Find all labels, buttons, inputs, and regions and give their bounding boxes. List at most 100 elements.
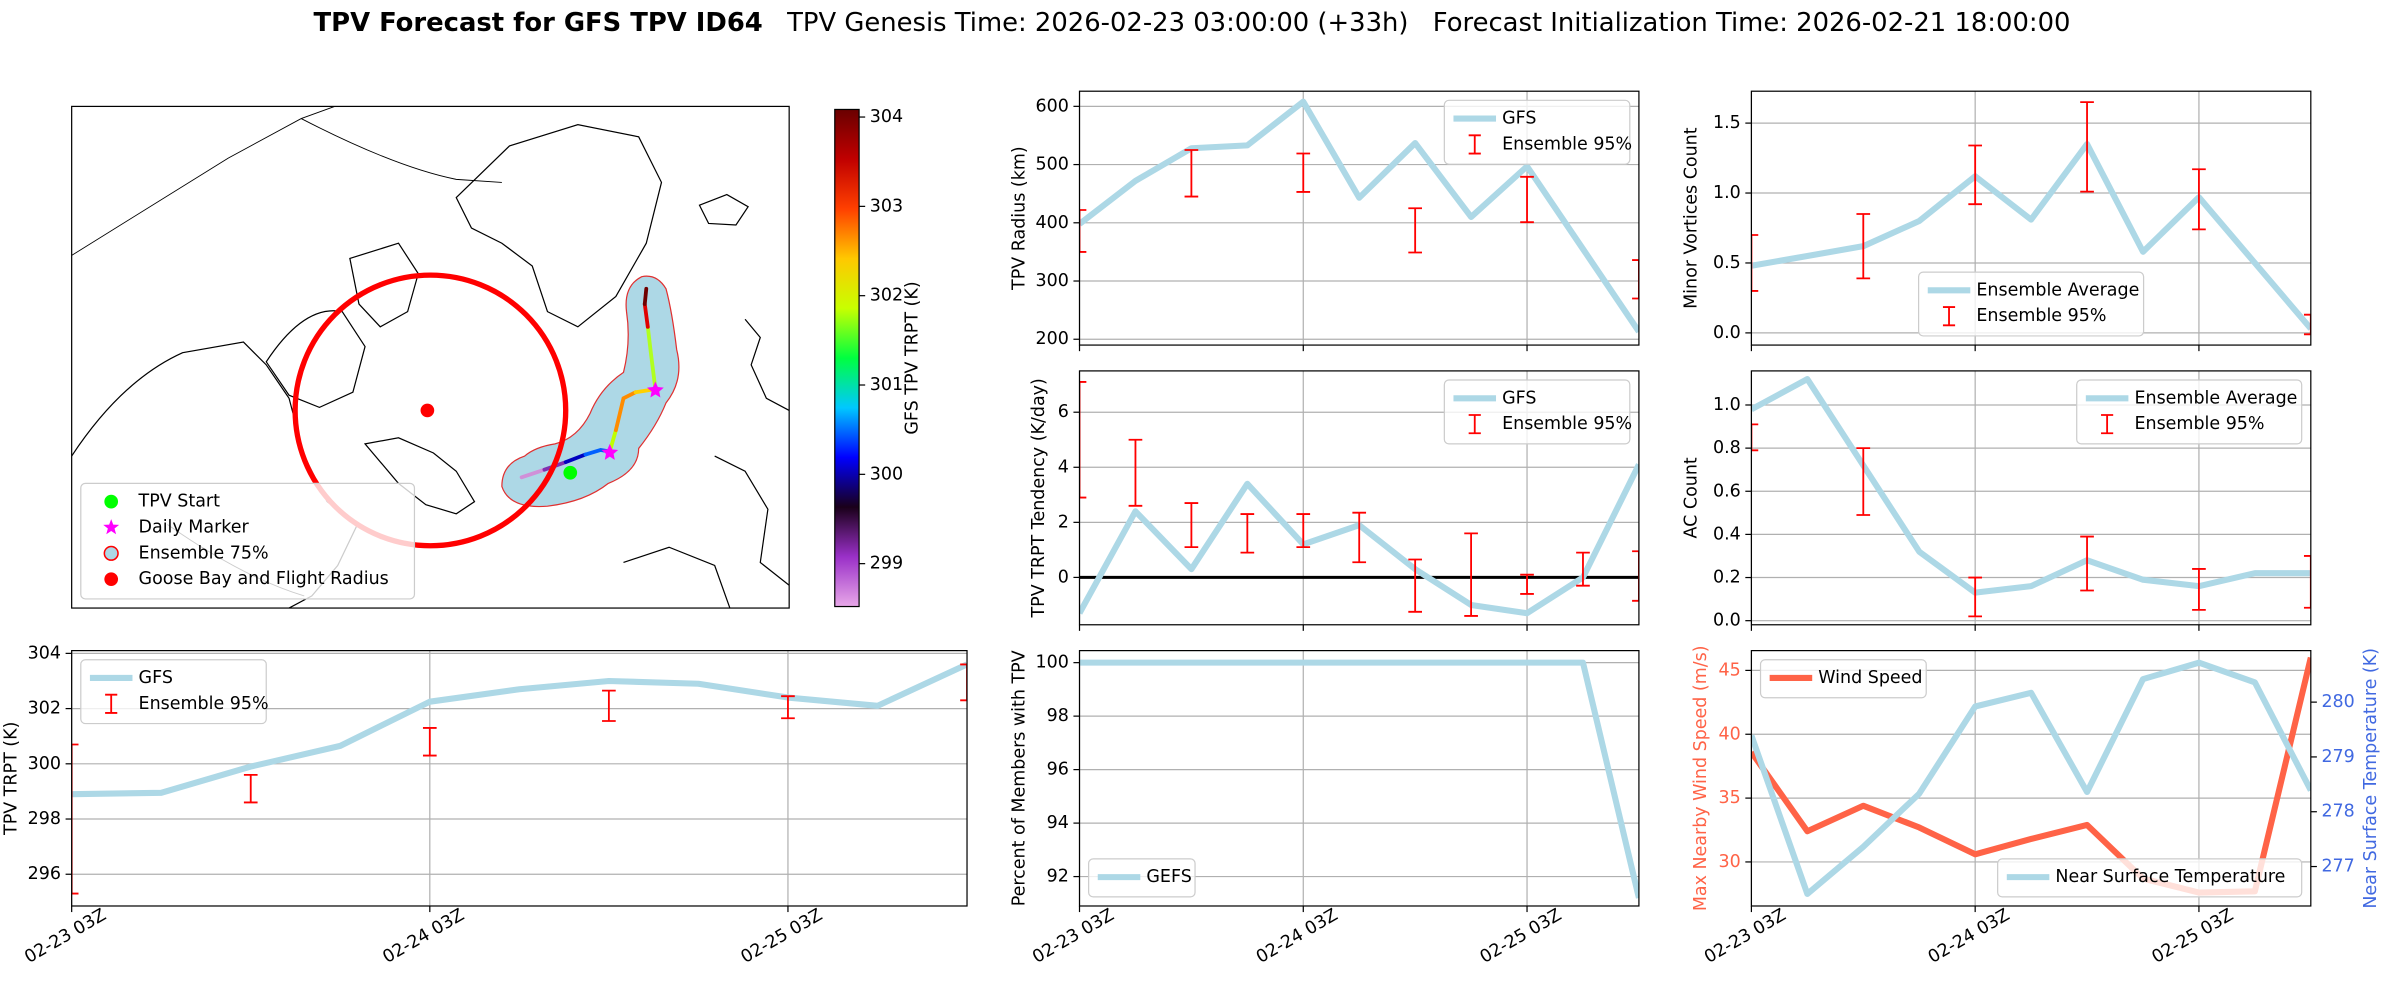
y-tick-label: 1.0 [1713, 395, 1741, 415]
legend-marker [105, 693, 118, 714]
legend-label: GFS [139, 668, 173, 688]
error-bar [1184, 502, 1199, 549]
y-tick-label: 96 [1047, 760, 1069, 780]
y-tick-label: 298 [28, 809, 61, 829]
error-bar [1856, 213, 1871, 280]
plot-content [1079, 659, 1639, 899]
legend-box [1088, 858, 1196, 898]
y-tick-label: 200 [1036, 329, 1069, 349]
legend-marker [1942, 306, 1956, 327]
error-bar [781, 695, 795, 720]
legend-label: Daily Marker [139, 517, 250, 537]
y-tick-label: 300 [28, 754, 61, 774]
error-bar [1968, 144, 1983, 206]
error-bar [71, 743, 79, 895]
axes-frame [1078, 370, 1640, 626]
error-bar [1632, 259, 1639, 300]
y-tick-label: 0 [1058, 567, 1069, 587]
error-bar [1079, 381, 1087, 499]
goose-bay [420, 403, 435, 418]
colorbar-tick-label: 302 [870, 286, 903, 306]
plot-content [1079, 381, 1639, 617]
legend-marker [2101, 414, 2114, 435]
colorbar-tick-label: 300 [870, 464, 903, 484]
x-tick-label: 02-23 03Z [21, 905, 109, 968]
legend-label: Ensemble 95% [1976, 306, 2106, 326]
y-tick-label: 277 [2321, 857, 2354, 877]
legend-box [1918, 271, 2145, 337]
legend-label: Ensemble Average [1976, 280, 2139, 300]
y-axis-label: TPV Radius (km) [1009, 146, 1029, 291]
y-tick-label: 1.5 [1713, 113, 1741, 133]
error-bar [1520, 573, 1534, 595]
x-tick-label: 02-24 03Z [1253, 905, 1341, 968]
legend-box [1443, 99, 1631, 165]
x-tick-label: 02-25 03Z [1477, 905, 1565, 968]
error-bar [243, 773, 258, 804]
y-tick-label: 600 [1036, 96, 1069, 116]
error-bar [602, 689, 616, 722]
error-bar [1128, 438, 1143, 507]
error-bar [1968, 576, 1983, 618]
legend-label: Near Surface Temperature [2055, 867, 2285, 887]
error-bar [2303, 555, 2311, 609]
error-bar [1408, 558, 1422, 613]
legend-label: GFS [1502, 109, 1536, 129]
y-tick-label: 0.0 [1713, 611, 1741, 631]
error-bar [1751, 423, 1759, 452]
axes-frame [71, 650, 968, 907]
y-tick-label: 30 [1719, 852, 1741, 872]
y-tick-label: 0.8 [1713, 438, 1741, 458]
error-bar [2303, 313, 2311, 336]
legend-label: GEFS [1146, 867, 1191, 887]
error-bar [1408, 207, 1422, 254]
map-frame [71, 105, 790, 609]
legend-marker [1468, 134, 1481, 155]
error-bar [1576, 551, 1590, 587]
ensemble-area [501, 275, 680, 508]
error-bar [1464, 532, 1478, 617]
y-tick-label: 0.4 [1713, 524, 1741, 544]
x-tick-label: 02-25 03Z [2149, 905, 2237, 968]
y-tick-label: 278 [2321, 802, 2354, 822]
colorbar-tick-label: 303 [870, 196, 903, 216]
error-bar [2080, 101, 2094, 193]
legend-label: Ensemble 95% [1502, 134, 1632, 154]
legend-box [1443, 379, 1631, 445]
y-tick-label: 4 [1058, 457, 1069, 477]
error-bar [1184, 149, 1199, 198]
y-tick-label: 6 [1058, 402, 1069, 422]
legend-label: Ensemble 75% [139, 543, 269, 563]
y-tick-label: 45 [1719, 660, 1741, 680]
axes-frame [1750, 90, 2312, 346]
legend-label: GFS [1502, 388, 1536, 408]
legend-box [1759, 659, 1927, 699]
x-tick-label: 02-23 03Z [1029, 905, 1117, 968]
legend-box [1997, 858, 2303, 898]
y-tick-label: 400 [1036, 213, 1069, 233]
colorbar-tick-label: 301 [870, 375, 903, 395]
suptitle: TPV Forecast for GFS TPV ID64 TPV Genesis… [314, 7, 2071, 37]
legend-label: Wind Speed [1818, 668, 1922, 688]
colorbar [834, 108, 860, 608]
error-bar [422, 727, 437, 757]
y-axis-label: AC Count [1681, 457, 1701, 538]
legend-marker [103, 545, 119, 561]
y-axis-label: TPV TRPT Tendency (K/day) [1029, 378, 1049, 618]
daily-marker [601, 443, 619, 460]
error-bar [960, 663, 968, 702]
series-line [1751, 376, 2311, 596]
legend-box [2076, 379, 2303, 445]
axes-frame [1750, 650, 2312, 907]
title: TPV Forecast for GFS TPV ID64 [314, 7, 763, 37]
y-tick-label: 0.5 [1713, 253, 1741, 273]
y-axis-label: Max Nearby Wind Speed (m/s) [1691, 645, 1711, 911]
plot-content [1751, 376, 2311, 618]
y-tick-label: 40 [1719, 724, 1741, 744]
y-tick-label: 500 [1036, 155, 1069, 175]
y-tick-label: 1.0 [1713, 183, 1741, 203]
daily-marker [647, 381, 664, 398]
legend-marker [104, 494, 119, 509]
y-tick-label: 0.6 [1713, 481, 1741, 501]
legend-label: TPV Start [138, 492, 221, 512]
